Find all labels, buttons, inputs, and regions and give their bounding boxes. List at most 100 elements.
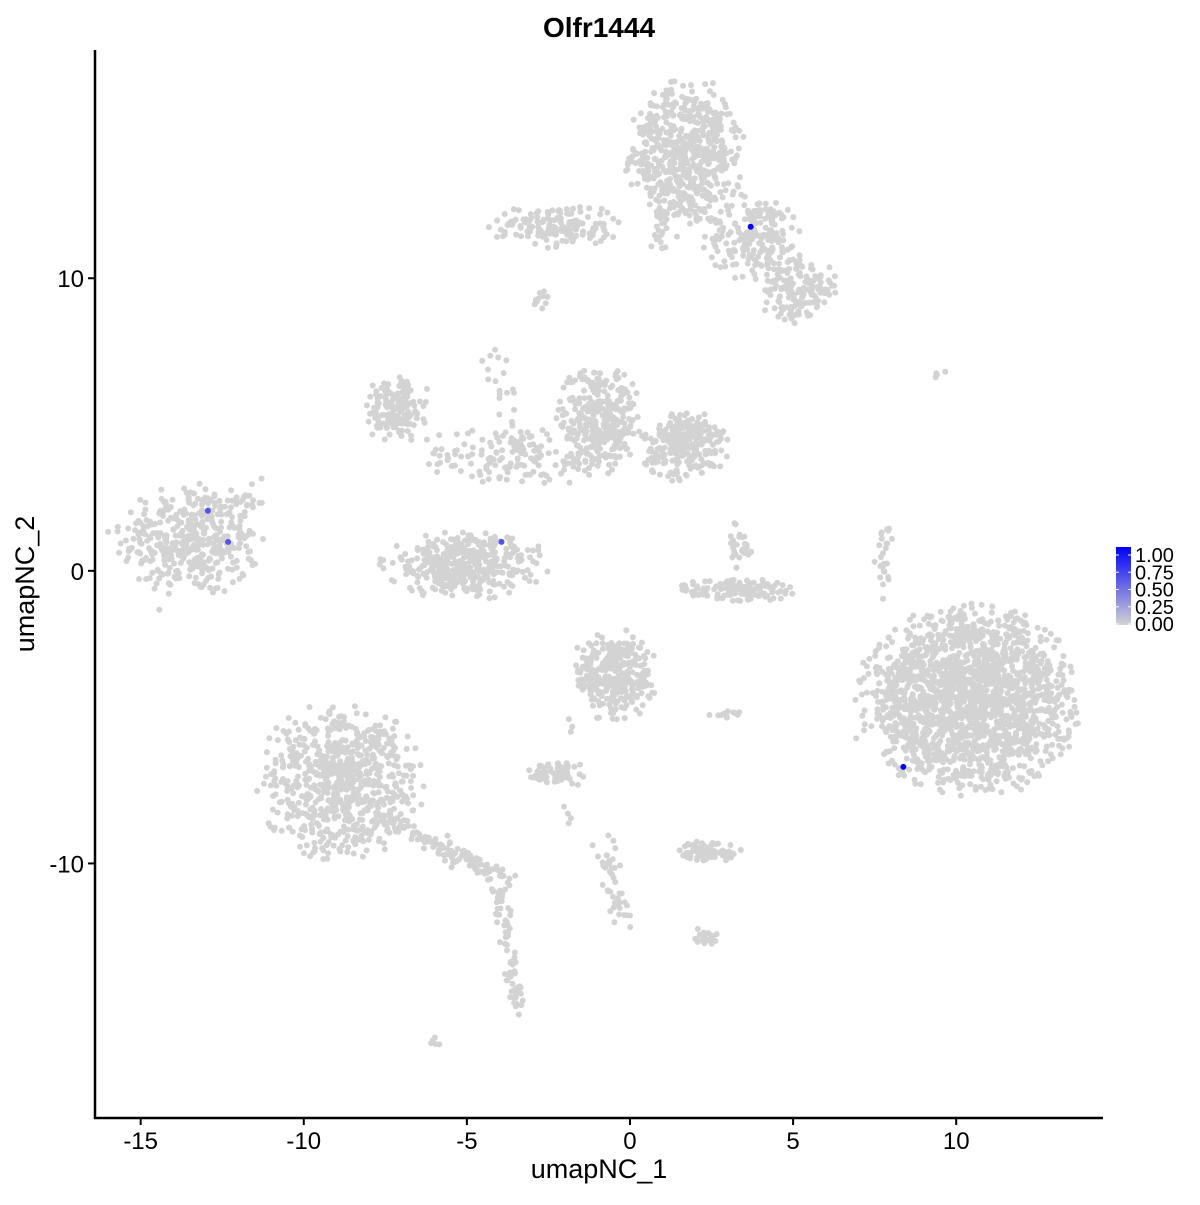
cell-point	[727, 533, 734, 540]
cell-point	[185, 537, 191, 544]
cell-point	[771, 221, 778, 228]
cell-point	[591, 369, 597, 376]
cell-point	[169, 496, 176, 503]
cell-point	[984, 679, 991, 686]
cell-point	[142, 506, 149, 513]
cell-point	[172, 546, 179, 553]
cell-point	[168, 555, 175, 562]
cell-point	[1035, 770, 1041, 777]
cell-point	[1074, 720, 1081, 727]
cell-point	[212, 560, 219, 567]
cell-point	[157, 509, 164, 516]
cell-point	[623, 167, 629, 174]
cell-point	[887, 733, 894, 740]
cell-point	[205, 500, 212, 507]
cell-point	[941, 631, 947, 638]
cell-point	[738, 191, 745, 198]
cell-point	[730, 544, 737, 551]
cell-point	[600, 398, 606, 405]
cell-point	[151, 585, 158, 592]
cell-point	[499, 447, 506, 454]
cell-point	[483, 558, 490, 565]
cell-point	[518, 233, 524, 240]
cell-point	[656, 192, 663, 199]
cell-point	[237, 540, 244, 547]
cell-point	[985, 759, 992, 766]
cell-point	[721, 258, 728, 265]
cell-point	[777, 254, 783, 261]
cell-point	[967, 641, 974, 647]
cell-point	[453, 431, 460, 438]
cell-point	[490, 571, 497, 578]
cell-point	[436, 452, 443, 459]
cell-point	[196, 480, 203, 487]
cell-point	[995, 617, 1002, 624]
cell-point	[1043, 743, 1050, 750]
cell-point	[667, 127, 674, 134]
cell-point	[559, 237, 566, 244]
cell-point	[565, 425, 572, 432]
cell-point	[596, 404, 603, 411]
cell-point	[636, 158, 643, 165]
cell-point	[605, 470, 612, 477]
cell-point	[735, 145, 742, 152]
cell-point	[669, 477, 676, 484]
cell-point	[1028, 684, 1035, 690]
cell-point	[464, 560, 470, 567]
cell-point	[1022, 619, 1028, 626]
cell-point	[988, 609, 995, 616]
cell-point	[634, 414, 641, 420]
cell-point	[563, 206, 570, 213]
cell-point	[217, 506, 224, 513]
cell-point	[829, 282, 836, 289]
cell-point	[1038, 658, 1045, 664]
cell-point	[931, 651, 937, 658]
cell-point	[919, 659, 926, 666]
cell-point	[1004, 768, 1011, 775]
cell-point	[1041, 652, 1048, 659]
cell-point	[511, 217, 518, 224]
cell-point	[808, 265, 814, 272]
cell-point	[490, 456, 497, 463]
cell-point	[574, 223, 581, 230]
cell-point	[207, 584, 214, 591]
cell-point	[724, 436, 731, 443]
cell-point	[590, 387, 597, 394]
cell-point	[546, 476, 553, 483]
cell-point	[373, 391, 379, 398]
cell-point	[793, 265, 799, 272]
cell-point	[199, 541, 206, 548]
cell-point	[374, 414, 381, 421]
cell-point	[933, 689, 940, 696]
cell-point	[713, 429, 720, 436]
cell-point	[957, 772, 963, 779]
cell-point	[989, 638, 996, 645]
cell-point	[1043, 690, 1050, 697]
cell-point	[885, 634, 892, 641]
cell-point	[1049, 755, 1056, 762]
cell-point	[229, 497, 236, 504]
cell-point	[958, 619, 965, 626]
cell-point	[730, 261, 736, 268]
cell-point	[717, 264, 724, 271]
cell-point	[1038, 707, 1045, 714]
cell-point	[504, 551, 511, 558]
cell-point	[720, 155, 727, 162]
cell-point	[402, 414, 409, 421]
cell-point	[940, 759, 946, 766]
cell-point	[1024, 666, 1031, 672]
cell-point	[688, 433, 695, 439]
cell-point	[245, 555, 252, 562]
cell-point	[678, 151, 684, 158]
cell-point	[165, 590, 172, 597]
cell-point	[533, 454, 540, 460]
cell-point	[725, 207, 732, 214]
cell-point	[948, 645, 955, 651]
cell-point	[658, 428, 665, 435]
cell-point	[386, 431, 393, 438]
cell-point	[493, 449, 500, 456]
cell-point	[580, 647, 587, 654]
cell-point	[426, 461, 432, 467]
cell-point	[599, 645, 606, 652]
cell-point	[630, 147, 637, 154]
